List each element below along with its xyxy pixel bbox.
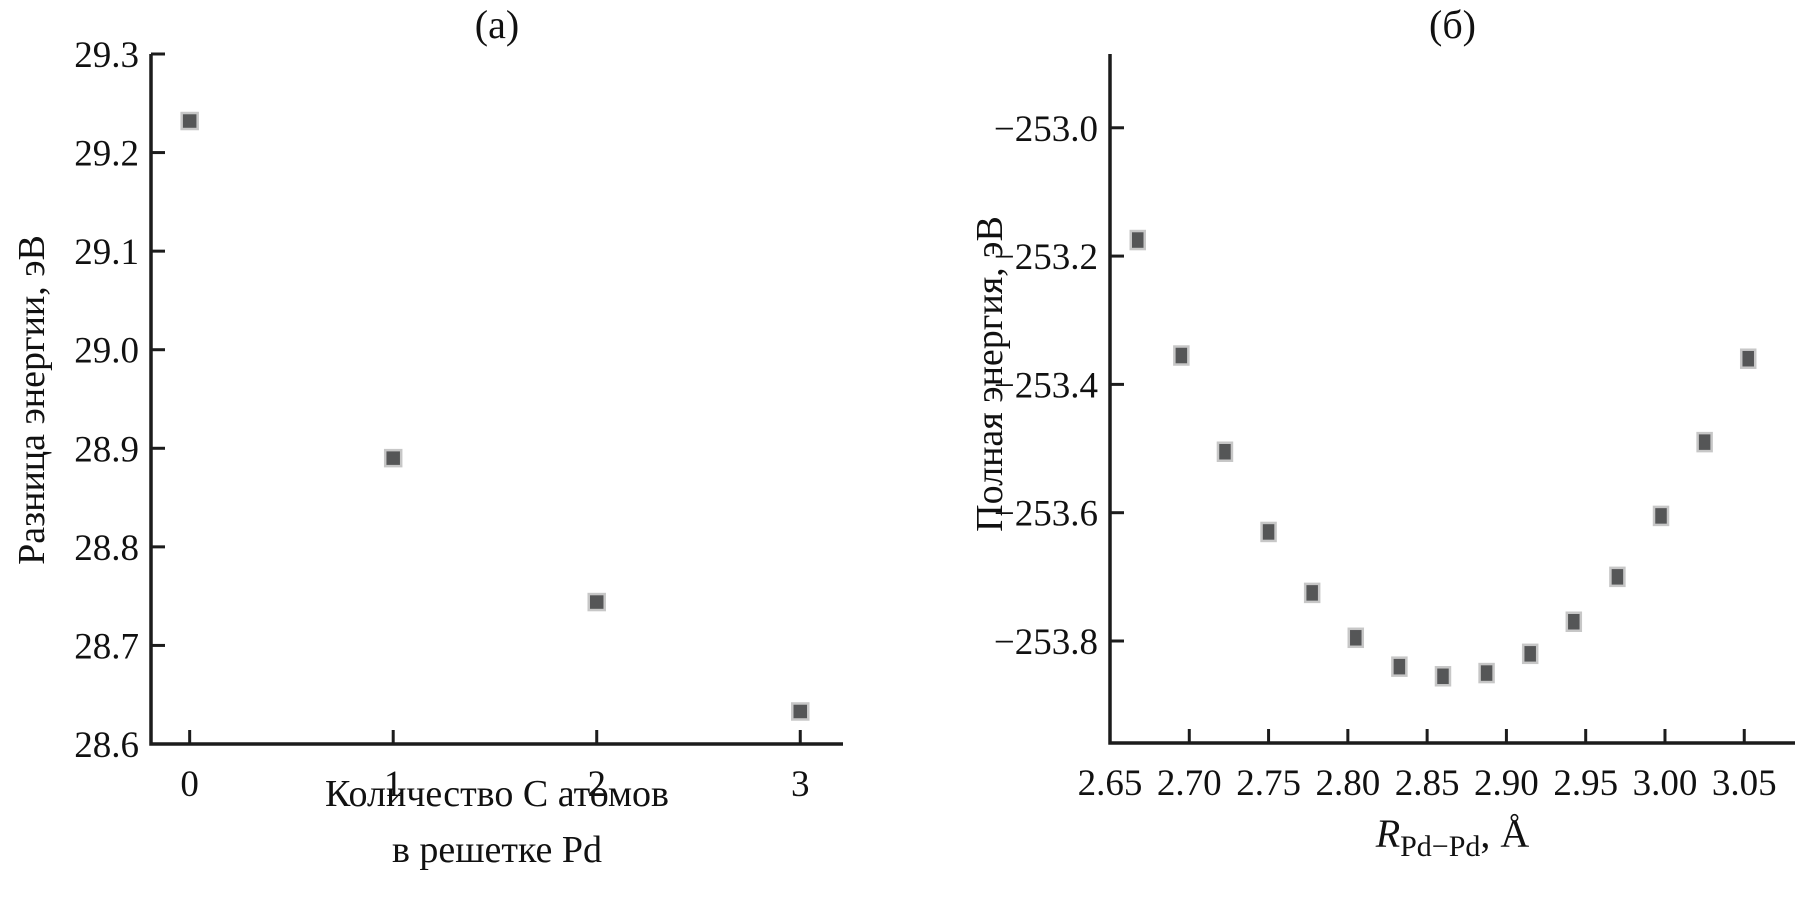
panel-b-x-tick-label: 2.65 — [1078, 763, 1143, 804]
panel-b-x-tick-label: 2.70 — [1157, 763, 1222, 804]
panel-a-data-point — [180, 111, 199, 131]
panel-a-y-tick-label: 28.9 — [74, 429, 139, 470]
panel-b-x-axis-label-subscript: Pd−Pd — [1400, 830, 1481, 863]
panel-b-data-point — [1303, 582, 1321, 604]
panel-b-title: (б) — [1429, 2, 1476, 47]
panel-a-y-tick-label: 29.0 — [74, 331, 139, 372]
panel-b-x-tick-label: 3.00 — [1633, 763, 1698, 804]
panel-b-x-tick-label: 2.80 — [1315, 763, 1380, 804]
panel-b-x-axis-label-unit: , Å — [1480, 811, 1530, 856]
panel-a-y-tick-label: 28.8 — [74, 528, 139, 569]
panel-b-x-tick-label: 2.75 — [1236, 763, 1301, 804]
panel-b-data-point — [1565, 611, 1583, 633]
panel-b-data-point — [1173, 345, 1190, 366]
panel-a-x-tick-label: 2 — [587, 764, 606, 805]
panel-a-axes — [149, 54, 843, 746]
panel-b-data-point — [1521, 643, 1539, 665]
panel-a-y-axis-label: Разница энергии, эВ — [11, 235, 53, 565]
panel-b-x-tick-label: 2.90 — [1474, 763, 1539, 804]
panel-b-x-tick-label: 2.95 — [1553, 763, 1618, 804]
panel-b-data-point — [1478, 662, 1495, 684]
panel-a-x-tick-label: 1 — [384, 764, 403, 805]
panel-b-x-tick-label: 3.05 — [1712, 763, 1777, 804]
panel-b-x-tick-label: 2.85 — [1395, 763, 1460, 804]
panel-a-x-tick-label: 3 — [791, 764, 810, 805]
panel-b-y-tick-label: −253.2 — [994, 237, 1098, 278]
panel-a-data-point — [587, 592, 606, 612]
panel-b-data-point — [1216, 441, 1234, 462]
panel-a-y-tick-label: 29.1 — [74, 232, 139, 273]
panel-b-data-point — [1696, 431, 1713, 453]
panel-b-x-axis-label: RPd−Pd, Å — [1110, 806, 1795, 862]
panel-a-data-point — [791, 702, 810, 721]
panel-b-y-tick-label: −253.4 — [994, 365, 1098, 406]
panel-a-y-tick-label: 29.2 — [74, 134, 139, 175]
panel-b-data-point — [1260, 521, 1277, 543]
panel-b-axes — [1108, 54, 1795, 745]
panel-b-data-point — [1391, 656, 1408, 677]
panel-b-y-tick-label: −253.0 — [994, 109, 1098, 150]
panel-a-x-tick-label: 0 — [180, 764, 199, 805]
panel-b-data-point — [1434, 666, 1452, 687]
panel-a-y-tick-label: 28.7 — [74, 626, 139, 667]
panel-b-y-tick-label: −253.8 — [994, 622, 1098, 663]
panel-b-data-point — [1609, 566, 1626, 588]
panel-a-y-tick-label: 29.3 — [74, 35, 139, 76]
panel-b-data-point — [1652, 505, 1670, 527]
panel-a-title: (а) — [474, 2, 520, 47]
panel-b-data-point — [1129, 229, 1146, 251]
panel-a-data-point — [383, 448, 403, 468]
panel-b-chart: −253.0 −253.2 −253.4 −253.6 −253.8 2.70 2.75 2.… — [994, 54, 1795, 804]
panel-a-x-axis-label: Количество C атомов в решетке Pd — [151, 766, 843, 878]
panel-a-x-axis-label-line2: в решетке Pd — [391, 829, 603, 871]
panel-b-data-point — [1347, 627, 1365, 649]
panel-a-chart: 28.6 28.7 28.8 28.9 29.0 29.1 29.2 29.3 0 1 2 3 — [74, 35, 843, 805]
panel-a-y-tick-label: 28.6 — [74, 725, 139, 766]
panel-b-x-axis-label-symbol: R — [1375, 811, 1401, 856]
panel-b-data-point — [1739, 348, 1757, 369]
panel-b-y-tick-label: −253.6 — [994, 494, 1098, 535]
panel-a-x-axis-label-line1: Количество C атомов — [325, 773, 669, 815]
panel-b-y-axis-label: Полная энергия, эВ — [969, 216, 1011, 532]
